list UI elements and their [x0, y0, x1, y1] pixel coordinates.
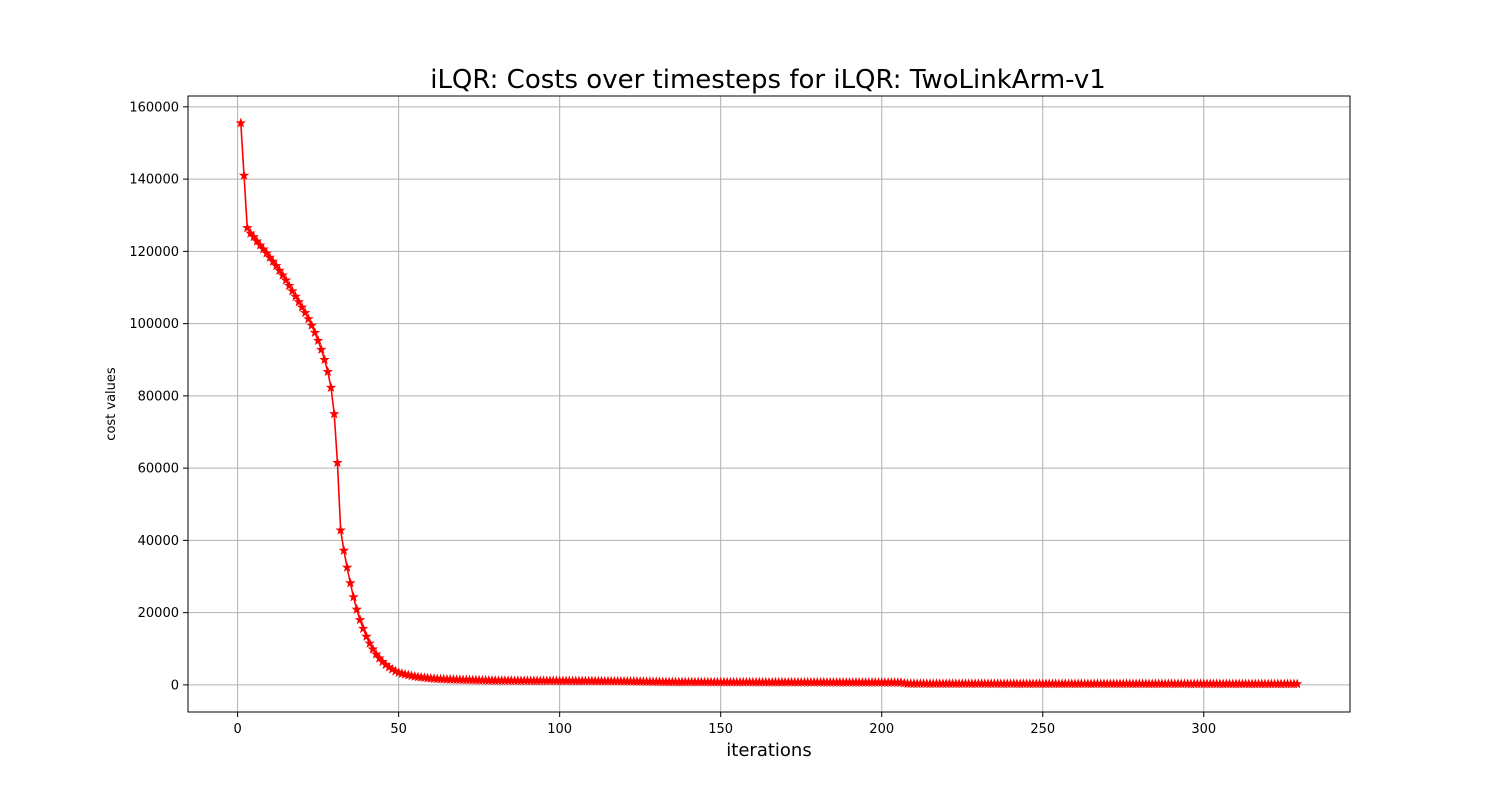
data-point-marker: [312, 335, 324, 346]
data-point-marker: [358, 623, 369, 633]
data-point-marker: [300, 307, 311, 318]
y-tick-label: 20000: [138, 606, 179, 621]
data-point-marker: [325, 382, 337, 392]
data-point-marker: [322, 366, 333, 377]
data-point-marker: [329, 408, 340, 419]
y-tick-label: 140000: [129, 173, 179, 188]
data-point-marker: [261, 247, 272, 258]
data-point-marker: [235, 117, 247, 128]
data-point-marker: [290, 291, 301, 301]
y-tick-label: 80000: [138, 389, 179, 404]
data-point-marker: [306, 319, 317, 330]
x-tick-label: 50: [390, 722, 407, 737]
chart-title: iLQR: Costs over timesteps for iLQR: Two…: [430, 65, 1106, 95]
data-point-marker: [1291, 678, 1303, 689]
data-point-marker: [274, 265, 285, 275]
x-tick-label: 300: [1191, 722, 1216, 737]
data-point-marker: [335, 524, 346, 535]
y-tick-label: 160000: [129, 100, 179, 115]
plot-area: [188, 96, 1350, 712]
data-point-marker: [354, 614, 366, 625]
data-point-marker: [319, 354, 330, 365]
data-point-marker: [361, 631, 372, 641]
x-tick-label: 0: [233, 722, 241, 737]
x-tick-label: 200: [869, 722, 894, 737]
data-point-marker: [309, 327, 321, 338]
data-point-marker: [351, 603, 362, 614]
data-point-marker: [303, 313, 314, 324]
x-axis-label: iterations: [726, 740, 811, 761]
x-axis: 0 50 100 150 200 250 300: [233, 712, 1216, 737]
data-point-marker: [251, 235, 263, 246]
data-point-marker: [242, 222, 253, 233]
data-point-marker: [332, 457, 343, 468]
series-group: [235, 117, 1303, 689]
y-tick-label: 60000: [138, 462, 179, 477]
data-point-marker: [280, 274, 292, 285]
data-point-marker: [277, 269, 288, 280]
y-axis-label: cost values: [104, 367, 119, 441]
y-tick-label: 0: [171, 678, 179, 693]
data-point-marker: [293, 296, 304, 307]
y-tick-label: 40000: [138, 534, 179, 549]
data-point-marker: [287, 285, 298, 296]
data-point-marker: [271, 260, 282, 271]
data-point-marker: [258, 243, 269, 254]
data-point-marker: [296, 301, 308, 312]
data-point-marker: [316, 344, 327, 355]
data-point-marker: [248, 231, 259, 242]
data-point-marker: [341, 562, 353, 572]
y-tick-label: 120000: [129, 245, 179, 260]
x-tick-label: 100: [547, 722, 572, 737]
plot-frame: [187, 95, 1351, 713]
data-point-marker: [264, 252, 276, 262]
y-tick-label: 100000: [129, 317, 179, 332]
y-axis: 0 20000 40000 60000 80000 100000 120000 140000 1…: [129, 100, 188, 693]
data-point-marker: [370, 648, 382, 659]
data-point-marker: [367, 643, 379, 654]
data-point-marker: [254, 239, 266, 250]
data-point-marker: [348, 591, 359, 602]
data-point-marker: [338, 545, 350, 555]
data-point-marker: [267, 255, 279, 266]
data-point-marker: [364, 637, 375, 648]
data-point-marker: [238, 170, 250, 180]
x-tick-label: 250: [1030, 722, 1055, 737]
x-tick-label: 150: [708, 722, 733, 737]
data-point-marker: [345, 577, 356, 588]
data-point-marker: [283, 280, 295, 291]
